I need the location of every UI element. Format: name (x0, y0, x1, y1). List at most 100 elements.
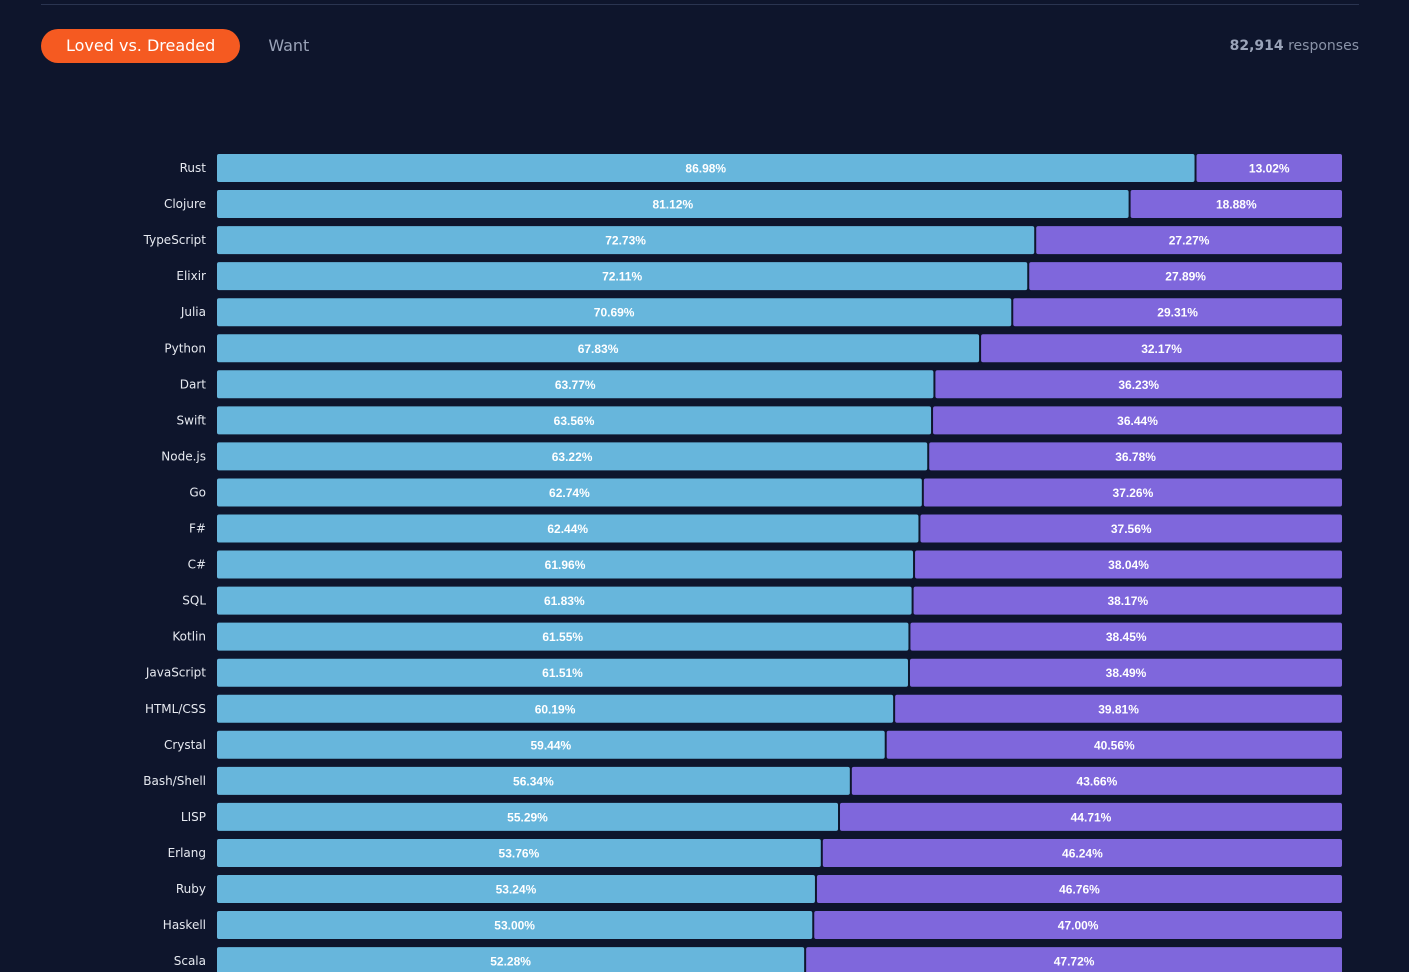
category-label: JavaScript (145, 666, 206, 680)
loved-value-label: 61.83% (544, 594, 585, 608)
loved-value-label: 86.98% (685, 162, 726, 176)
bar-row-12: SQL 61.83% 38.17% (182, 586, 1342, 615)
dreaded-value-label: 29.31% (1157, 306, 1198, 320)
category-label: Clojure (164, 197, 206, 211)
loved-bar[interactable] (217, 586, 912, 615)
dreaded-bar[interactable] (1196, 154, 1342, 182)
dreaded-bar[interactable] (913, 586, 1342, 615)
loved-bar[interactable] (217, 406, 932, 435)
dreaded-value-label: 32.17% (1141, 342, 1182, 356)
loved-value-label: 56.34% (513, 774, 554, 788)
response-count: 82,914 responses (1230, 38, 1359, 54)
category-label: Rust (180, 161, 207, 175)
dreaded-bar[interactable] (1013, 298, 1342, 327)
loved-bar[interactable] (217, 442, 928, 471)
dreaded-bar[interactable] (933, 406, 1342, 435)
loved-bar[interactable] (217, 190, 1129, 219)
bar-row-19: Erlang 53.76% 46.24% (168, 838, 1342, 867)
dreaded-bar[interactable] (840, 802, 1342, 831)
bar-row-6: Dart 63.77% 36.23% (180, 370, 1342, 399)
dreaded-value-label: 46.76% (1059, 883, 1100, 897)
dreaded-bar[interactable] (886, 730, 1342, 759)
response-count-label: responses (1288, 38, 1359, 54)
bar-row-7: Swift 63.56% 36.44% (177, 406, 1342, 435)
loved-value-label: 62.74% (549, 486, 590, 500)
loved-value-label: 53.76% (499, 846, 540, 860)
bar-row-16: Crystal 59.44% 40.56% (164, 730, 1342, 759)
bar-row-5: Python 67.83% 32.17% (164, 334, 1342, 363)
loved-value-label: 63.22% (552, 450, 593, 464)
tab-bar: Loved vs. Dreaded Want (41, 29, 334, 63)
dreaded-bar[interactable] (920, 514, 1342, 543)
dreaded-bar[interactable] (806, 947, 1342, 972)
dreaded-value-label: 36.44% (1117, 414, 1158, 428)
dreaded-bar[interactable] (923, 478, 1342, 507)
loved-bar[interactable] (217, 550, 914, 579)
loved-bar[interactable] (217, 875, 815, 903)
bar-row-8: Node.js 63.22% 36.78% (161, 442, 1342, 471)
category-label: Julia (180, 305, 206, 319)
dreaded-bar[interactable] (816, 875, 1342, 903)
tab-loved-vs-dreaded[interactable]: Loved vs. Dreaded (41, 29, 241, 63)
response-count-value: 82,914 (1229, 38, 1284, 54)
dreaded-bar[interactable] (1029, 262, 1342, 291)
bar-row-20: Ruby 53.24% 46.76% (176, 875, 1342, 903)
dreaded-value-label: 38.49% (1106, 666, 1147, 680)
loved-bar[interactable] (217, 766, 850, 795)
dreaded-value-label: 46.24% (1062, 846, 1103, 860)
loved-bar[interactable] (217, 802, 839, 831)
category-label: Elixir (176, 269, 206, 283)
dreaded-bar[interactable] (1036, 226, 1342, 255)
dreaded-bar[interactable] (851, 766, 1342, 795)
dreaded-bar[interactable] (910, 622, 1342, 651)
loved-bar[interactable] (217, 478, 922, 507)
bar-row-9: Go 62.74% 37.26% (189, 478, 1342, 507)
dreaded-bar[interactable] (929, 442, 1342, 471)
bar-row-13: Kotlin 61.55% 38.45% (172, 622, 1342, 651)
category-label: Scala (174, 954, 206, 968)
category-label: F# (189, 522, 206, 536)
loved-bar[interactable] (217, 298, 1012, 327)
loved-bar[interactable] (217, 730, 885, 759)
loved-bar[interactable] (217, 154, 1195, 182)
dreaded-value-label: 37.26% (1113, 486, 1154, 500)
dreaded-bar[interactable] (814, 911, 1342, 940)
dreaded-value-label: 27.27% (1169, 234, 1210, 248)
loved-value-label: 61.96% (545, 558, 586, 572)
tab-want[interactable]: Want (268, 36, 310, 55)
dreaded-bar[interactable] (822, 838, 1342, 867)
loved-value-label: 59.44% (530, 738, 571, 752)
loved-bar[interactable] (217, 226, 1035, 255)
bar-row-18: LISP 55.29% 44.71% (181, 802, 1342, 831)
loved-value-label: 72.73% (605, 234, 646, 248)
dreaded-bar[interactable] (895, 694, 1342, 723)
loved-bar[interactable] (217, 694, 894, 723)
loved-value-label: 52.28% (490, 955, 531, 969)
dreaded-bar[interactable] (981, 334, 1342, 363)
loved-bar[interactable] (217, 622, 909, 651)
loved-bar[interactable] (217, 514, 919, 543)
dreaded-value-label: 36.78% (1115, 450, 1156, 464)
dreaded-bar[interactable] (915, 550, 1342, 579)
loved-bar[interactable] (217, 370, 934, 399)
loved-bar[interactable] (217, 658, 908, 687)
bar-row-21: Haskell 53.00% 47.00% (163, 911, 1342, 940)
dreaded-bar[interactable] (909, 658, 1342, 687)
category-label: Kotlin (172, 630, 206, 644)
category-label: HTML/CSS (145, 702, 206, 716)
dreaded-bar[interactable] (1130, 190, 1342, 219)
loved-bar[interactable] (217, 911, 813, 940)
bar-row-11: C# 61.96% 38.04% (188, 550, 1342, 579)
dreaded-value-label: 40.56% (1094, 738, 1135, 752)
bar-row-10: F# 62.44% 37.56% (189, 514, 1342, 543)
loved-bar[interactable] (217, 947, 805, 972)
category-label: Erlang (168, 846, 206, 860)
category-label: TypeScript (143, 233, 207, 247)
loved-bar[interactable] (217, 334, 980, 363)
loved-bar[interactable] (217, 838, 821, 867)
bar-row-14: JavaScript 61.51% 38.49% (145, 658, 1342, 687)
category-label: Dart (180, 377, 207, 391)
dreaded-bar[interactable] (935, 370, 1342, 399)
loved-bar[interactable] (217, 262, 1028, 291)
loved-value-label: 53.24% (496, 883, 537, 897)
